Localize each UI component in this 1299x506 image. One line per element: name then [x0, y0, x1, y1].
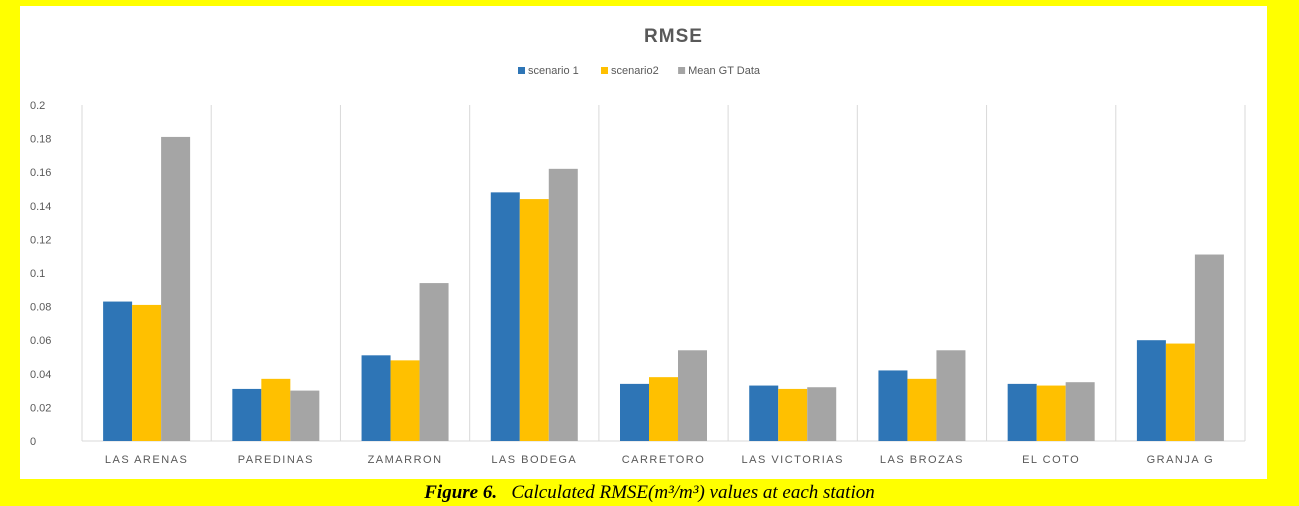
bar-mean-gt-data [1065, 382, 1095, 441]
bar-scenario2 [519, 199, 549, 441]
legend-swatch-1 [518, 67, 525, 74]
x-tick-label: GRANJA G [1147, 454, 1215, 466]
bar-mean-gt-data [548, 168, 578, 441]
caption-unit: m³/m³ [654, 482, 699, 503]
bar-scenario-1 [620, 383, 649, 441]
legend-label-1: scenario 1 [528, 65, 579, 77]
bar-scenario-1 [361, 355, 391, 441]
caption-figure-label: Figure 6. [424, 482, 498, 503]
x-tick-label: LAS VICTORIAS [742, 454, 844, 466]
bar-scenario-1 [103, 301, 133, 441]
legend-swatch-3 [678, 67, 686, 74]
caption-text-after: ) values at each station [698, 482, 875, 503]
bar-mean-gt-data [936, 350, 966, 441]
bar-scenario-1 [232, 388, 262, 441]
legend-swatch-2 [601, 67, 608, 74]
bar-scenario2 [649, 377, 678, 441]
bar-scenario-1 [1007, 383, 1037, 441]
bar-mean-gt-data [807, 387, 837, 441]
y-tick-label: 0.14 [30, 201, 51, 213]
x-tick-label: ZAMARRON [368, 454, 443, 466]
caption-text-before: Calculated RMSE( [511, 482, 655, 503]
bar-scenario2 [390, 360, 420, 441]
bar-scenario2 [1036, 385, 1066, 441]
y-tick-label: 0.1 [30, 268, 45, 280]
y-tick-label: 0.2 [30, 100, 45, 112]
x-tick-label: CARRETORO [622, 454, 706, 466]
bar-mean-gt-data [419, 283, 449, 441]
y-tick-label: 0.06 [30, 335, 51, 347]
bar-mean-gt-data [161, 136, 191, 442]
y-tick-label: 0.18 [30, 134, 51, 146]
bar-scenario-1 [749, 385, 779, 441]
x-tick-label: PAREDINAS [238, 454, 314, 466]
chart-title: RMSE [644, 26, 703, 47]
bar-scenario-1 [1136, 340, 1166, 441]
x-tick-label: LAS ARENAS [105, 454, 188, 466]
bar-scenario2 [778, 388, 808, 441]
legend-label-2: scenario2 [611, 65, 659, 77]
figure-caption: Figure 6. Calculated RMSE(m³/m³) values … [0, 480, 1299, 506]
y-tick-label: 0.02 [30, 402, 51, 414]
legend-label-3: Mean GT Data [688, 65, 761, 77]
bar-scenario2 [132, 304, 162, 441]
bar-mean-gt-data [1194, 254, 1224, 441]
bar-scenario2 [261, 378, 291, 441]
x-tick-label: EL COTO [1022, 454, 1080, 466]
rmse-bar-chart: RMSE scenario 1 scenario2 Mean GT Data 0 0.02… [30, 26, 1246, 466]
bar-scenario-1 [490, 192, 520, 441]
y-tick-label: 0.12 [30, 234, 51, 246]
bar-mean-gt-data [290, 390, 320, 441]
y-tick-label: 0.08 [30, 302, 51, 314]
chart-panel: RMSE scenario 1 scenario2 Mean GT Data 0 0.02… [20, 6, 1267, 479]
y-tick-label: 0.04 [30, 369, 51, 381]
bar-scenario2 [907, 378, 937, 441]
x-tick-label: LAS BROZAS [880, 454, 964, 466]
y-tick-label: 0.16 [30, 167, 51, 179]
bar-scenario-1 [878, 370, 908, 441]
x-tick-label: LAS BODEGA [491, 454, 577, 466]
bar-scenario2 [1165, 343, 1195, 441]
y-tick-label: 0 [30, 436, 36, 448]
bar-mean-gt-data [678, 350, 707, 441]
